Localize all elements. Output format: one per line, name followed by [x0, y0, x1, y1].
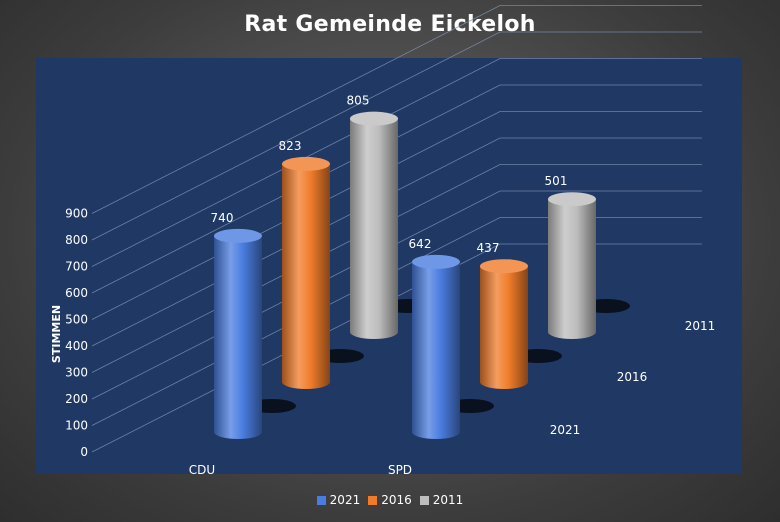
legend-item: 2016 — [368, 493, 412, 507]
gridline — [91, 5, 702, 214]
bar-cdu-2021 — [214, 235, 262, 439]
y-tick-label: 800 — [65, 233, 88, 247]
legend-label: 2021 — [329, 493, 361, 507]
y-tick-label: 200 — [65, 392, 88, 406]
bar-cdu-2011 — [350, 118, 398, 339]
legend-swatch — [419, 495, 429, 505]
series-depth-label: 2016 — [617, 370, 648, 384]
chart-title: Rat Gemeinde Eickeloh — [244, 12, 536, 37]
legend: 2021 2016 2011 — [0, 493, 780, 508]
bar-top-cap — [282, 156, 330, 171]
x-category-label: CDU — [189, 463, 215, 477]
gridline — [91, 84, 702, 294]
bar-top-cap — [214, 228, 262, 243]
bar-spd-2011 — [548, 199, 596, 339]
y-tick-label: 300 — [65, 366, 88, 380]
series-depth-label: 2011 — [685, 319, 716, 333]
gridline — [91, 31, 702, 241]
x-category-label: SPD — [388, 463, 412, 477]
bar-spd-2021 — [412, 261, 460, 439]
y-tick-label: 400 — [65, 339, 88, 353]
legend-label: 2011 — [432, 493, 464, 507]
legend-item: 2021 — [316, 493, 361, 507]
bar-top-cap — [350, 111, 398, 126]
data-label: 740 — [211, 211, 234, 225]
data-label: 805 — [347, 94, 370, 108]
y-tick-label: 0 — [80, 445, 88, 459]
bar-cdu-2016 — [282, 163, 330, 389]
bar-spd-2016 — [480, 266, 528, 389]
series-depth-label: 2021 — [550, 423, 581, 437]
y-tick-label: 900 — [65, 207, 88, 221]
data-label: 501 — [545, 174, 568, 188]
y-tick-label: 100 — [65, 419, 88, 433]
bar-top-cap — [412, 254, 460, 269]
legend-item: 2011 — [419, 493, 464, 507]
bar-top-cap — [548, 192, 596, 207]
y-axis-label: STIMMEN — [50, 305, 63, 363]
data-label: 823 — [279, 139, 302, 153]
data-label: 437 — [477, 241, 500, 255]
data-label: 642 — [409, 237, 432, 251]
gridline — [91, 58, 702, 267]
y-tick-label: 600 — [65, 286, 88, 300]
y-tick-label: 500 — [65, 313, 88, 327]
bar-top-cap — [480, 259, 528, 274]
y-tick-label: 700 — [65, 260, 88, 274]
legend-swatch — [368, 495, 378, 505]
legend-label: 2016 — [381, 493, 412, 507]
legend-swatch — [316, 495, 326, 505]
